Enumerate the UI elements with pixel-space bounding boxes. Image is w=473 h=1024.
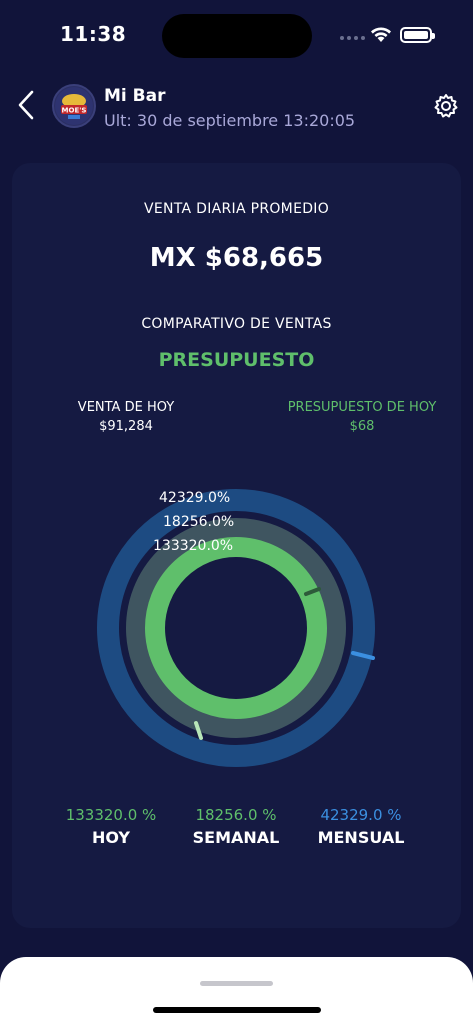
back-button[interactable] bbox=[14, 88, 42, 122]
gear-icon[interactable] bbox=[432, 92, 460, 120]
outer-ring-end-marker bbox=[351, 651, 375, 660]
sheet-grabber-handle[interactable] bbox=[200, 981, 273, 986]
today-sales-block: VENTA DE HOY $91,284 bbox=[26, 398, 226, 436]
daily-sales-value: MX $68,665 bbox=[149, 243, 324, 273]
status-bar: 11:38 bbox=[0, 0, 473, 70]
comparison-mode-toggle[interactable]: PRESUPUESTO bbox=[158, 349, 315, 371]
last-update-subtitle: Ult: 30 de septiembre 13:20:05 bbox=[104, 111, 356, 130]
bar-logo-avatar: MOE'S bbox=[52, 84, 96, 128]
today-budget-value: $68 bbox=[349, 419, 375, 434]
home-indicator bbox=[153, 1007, 321, 1013]
middle-ring-end-marker bbox=[194, 721, 203, 740]
moes-logo-icon: MOE'S bbox=[55, 87, 93, 125]
outer-ring-monthly bbox=[97, 489, 375, 767]
inner-ring-end-marker bbox=[304, 587, 321, 596]
battery-icon bbox=[400, 27, 435, 43]
stats-row: 133320.0 % HOY 18256.0 % SEMANAL 42329.0… bbox=[12, 806, 461, 856]
stat-hoy-label: HOY bbox=[91, 828, 130, 847]
stat-mensual-label: MENSUAL bbox=[317, 828, 405, 847]
inner-ring-label: 133320.0% bbox=[153, 538, 234, 554]
status-time: 11:38 bbox=[60, 22, 127, 46]
activity-rings bbox=[97, 489, 375, 767]
stat-mensual-pct: 42329.0 % bbox=[320, 806, 402, 824]
stat-mensual: 42329.0 % MENSUAL bbox=[286, 806, 436, 847]
wifi-icon bbox=[371, 27, 391, 42]
stat-semanal-pct: 18256.0 % bbox=[195, 806, 277, 824]
middle-ring-label: 18256.0% bbox=[163, 514, 235, 530]
stat-semanal: 18256.0 % SEMANAL bbox=[161, 806, 311, 847]
inner-ring-today bbox=[145, 537, 327, 719]
today-budget-label: PRESUPUESTO DE HOY bbox=[287, 400, 437, 415]
today-sales-label: VENTA DE HOY bbox=[77, 400, 175, 415]
bottom-sheet[interactable] bbox=[0, 957, 473, 1024]
app-header: MOE'S Mi Bar Ult: 30 de septiembre 13:20… bbox=[0, 80, 473, 132]
today-sales-value: $91,284 bbox=[99, 419, 153, 434]
cellular-signal-icon bbox=[340, 36, 365, 40]
middle-ring-weekly bbox=[126, 518, 346, 738]
comparison-title: COMPARATIVO DE VENTAS bbox=[141, 316, 332, 332]
daily-sales-title: VENTA DIARIA PROMEDIO bbox=[143, 201, 330, 217]
stat-semanal-label: SEMANAL bbox=[192, 828, 280, 847]
page-title: Mi Bar bbox=[104, 86, 166, 106]
svg-text:MOE'S: MOE'S bbox=[62, 107, 87, 115]
sales-card: VENTA DIARIA PROMEDIO MX $68,665 COMPARA… bbox=[12, 163, 461, 928]
ring-chart: 42329.0% 18256.0% 133320.0% bbox=[12, 463, 461, 783]
stat-hoy: 133320.0 % HOY bbox=[36, 806, 186, 847]
outer-ring-label: 42329.0% bbox=[159, 490, 231, 506]
dynamic-island bbox=[162, 14, 312, 58]
stat-hoy-pct: 133320.0 % bbox=[65, 806, 157, 824]
today-budget-block: PRESUPUESTO DE HOY $68 bbox=[262, 398, 462, 436]
